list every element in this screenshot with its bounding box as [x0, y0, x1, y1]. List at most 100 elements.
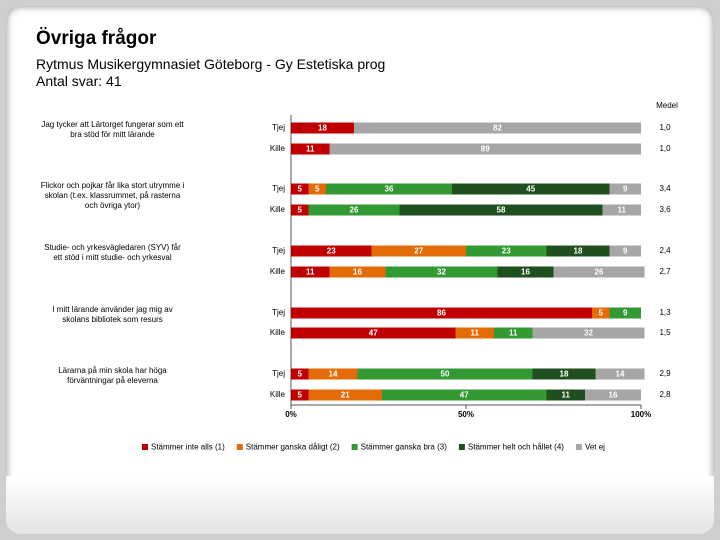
- value-label: 9: [623, 247, 628, 256]
- bar-segment: [466, 245, 547, 257]
- bar-segment: [291, 266, 330, 278]
- value-label: 16: [353, 268, 362, 277]
- legend-label: Vet ej: [585, 443, 605, 452]
- value-label: 5: [599, 309, 604, 318]
- value-label: 32: [437, 268, 446, 277]
- bar-segment: [291, 327, 456, 339]
- value-label: 5: [315, 185, 320, 194]
- value-label: 5: [298, 391, 303, 400]
- bar-segment: [497, 266, 554, 278]
- legend-label: Stämmer inte alls (1): [151, 443, 225, 452]
- value-label: 89: [481, 145, 490, 154]
- mean-value: 2,9: [659, 369, 671, 378]
- bar-segment: [452, 183, 610, 195]
- mean-value: 2,4: [659, 246, 671, 255]
- bar-segment: [291, 143, 330, 155]
- legend-label: Stämmer ganska bra (3): [361, 443, 448, 452]
- x-tick-label: 0%: [285, 410, 297, 419]
- bar-segment: [585, 389, 641, 401]
- value-label: 32: [584, 329, 593, 338]
- row-label: Kille: [270, 390, 286, 399]
- bar-segment: [329, 266, 386, 278]
- bar-segment: [546, 389, 585, 401]
- value-label: 47: [369, 329, 378, 338]
- bar-segment: [371, 245, 466, 257]
- bar-segment: [553, 266, 645, 278]
- legend-swatch: [575, 444, 582, 450]
- bar-segment: [308, 368, 358, 380]
- bar-segment: [308, 389, 382, 401]
- value-label: 9: [623, 185, 628, 194]
- value-label: 27: [414, 247, 423, 256]
- row-label: Tjej: [272, 184, 285, 193]
- bar-segment: [291, 122, 354, 134]
- bar-segment: [326, 183, 452, 195]
- bar-segment: [609, 245, 641, 257]
- value-label: 82: [493, 124, 502, 133]
- legend-swatch: [351, 444, 358, 450]
- subtitle: Rytmus Musikergymnasiet Göteborg - Gy Es…: [36, 56, 386, 72]
- mean-value: 3,4: [659, 184, 671, 193]
- value-label: 86: [437, 309, 446, 318]
- x-tick-label: 50%: [458, 410, 474, 419]
- bar-segment: [609, 183, 641, 195]
- bar-segment: [354, 122, 641, 134]
- value-label: 11: [562, 391, 571, 400]
- question-label: Flickor och pojkar får lika stort utrymm…: [40, 181, 185, 210]
- row-label: Tjej: [272, 308, 285, 317]
- value-label: 23: [327, 247, 336, 256]
- value-label: 14: [616, 370, 625, 379]
- bar-segment: [329, 143, 641, 155]
- value-label: 14: [329, 370, 338, 379]
- bar-segment: [291, 307, 592, 319]
- legend-label: Stämmer ganska dåligt (2): [246, 443, 340, 452]
- bar-segment: [595, 368, 645, 380]
- bar-segment: [602, 204, 641, 216]
- row-label: Tjej: [272, 246, 285, 255]
- mean-value: 3,6: [659, 205, 671, 214]
- question-label: Lärarna på min skola har höga förväntnin…: [58, 366, 167, 385]
- question-label: I mitt lärande använder jag mig av skola…: [52, 305, 173, 324]
- value-label: 16: [521, 268, 530, 277]
- value-label: 11: [306, 145, 315, 154]
- row-label: Kille: [270, 144, 286, 153]
- value-label: 11: [306, 268, 315, 277]
- bar-segment: [382, 389, 547, 401]
- bar-segment: [609, 307, 641, 319]
- mean-value: 2,8: [659, 390, 671, 399]
- footer-band: [6, 476, 714, 534]
- bar-segment: [357, 368, 533, 380]
- mean-value: 1,5: [659, 328, 671, 337]
- value-label: 11: [471, 329, 480, 338]
- row-label: Kille: [270, 328, 286, 337]
- legend-swatch: [142, 444, 148, 450]
- bar-segment: [291, 204, 309, 216]
- value-label: 18: [574, 247, 583, 256]
- bar-segment: [308, 183, 326, 195]
- value-label: 47: [460, 391, 469, 400]
- bar-segment: [532, 327, 645, 339]
- mean-value: 2,7: [659, 267, 671, 276]
- value-label: 26: [595, 268, 604, 277]
- value-label: 50: [441, 370, 450, 379]
- value-label: 9: [623, 309, 628, 318]
- bar-segment: [291, 389, 309, 401]
- value-label: 58: [497, 206, 506, 215]
- bar-segment: [308, 204, 400, 216]
- value-label: 23: [502, 247, 511, 256]
- mean-value: 1,0: [659, 144, 671, 153]
- legend-swatch: [236, 444, 243, 450]
- row-label: Tjej: [272, 123, 285, 132]
- value-label: 26: [350, 206, 359, 215]
- title: Övriga frågor: [36, 28, 157, 49]
- bar-segment: [592, 307, 610, 319]
- mean-value: 1,0: [659, 123, 671, 132]
- bar-segment: [291, 368, 309, 380]
- value-label: 18: [560, 370, 569, 379]
- response-count: Antal svar: 41: [36, 73, 122, 89]
- x-tick-label: 100%: [631, 410, 651, 419]
- bar-segment: [291, 183, 309, 195]
- value-label: 5: [298, 370, 303, 379]
- value-label: 45: [526, 185, 535, 194]
